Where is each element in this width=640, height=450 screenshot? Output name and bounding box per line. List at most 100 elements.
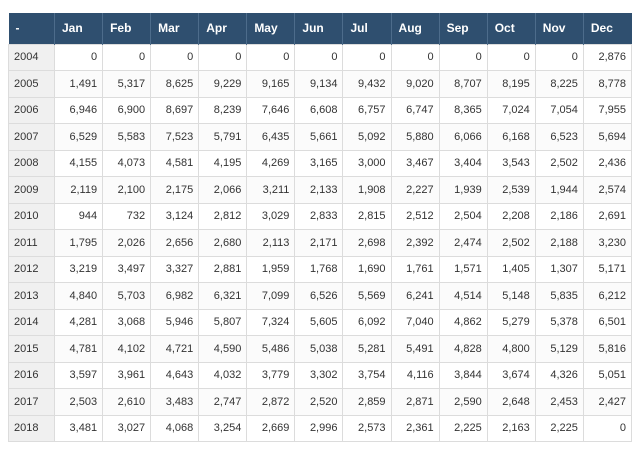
table-cell: 2,669 bbox=[246, 414, 296, 442]
column-header-dec[interactable]: Dec bbox=[583, 13, 632, 44]
table-cell: 3,404 bbox=[438, 149, 488, 177]
table-cell: 5,092 bbox=[342, 123, 392, 151]
table-cell: 7,099 bbox=[246, 282, 296, 310]
table-cell: 7,324 bbox=[246, 308, 296, 336]
row-year-cell: 2017 bbox=[8, 388, 55, 416]
row-year-cell: 2008 bbox=[8, 149, 55, 177]
column-header-jun[interactable]: Jun bbox=[294, 13, 344, 44]
table-cell: 0 bbox=[53, 43, 104, 71]
column-header-jan[interactable]: Jan bbox=[54, 13, 104, 44]
table-cell: 0 bbox=[102, 43, 152, 71]
table-cell: 3,230 bbox=[582, 229, 633, 257]
table-cell: 5,816 bbox=[582, 335, 633, 363]
table-cell: 5,038 bbox=[294, 335, 344, 363]
column-header-sep[interactable]: Sep bbox=[439, 13, 488, 44]
table-cell: 1,405 bbox=[486, 255, 536, 283]
header-row: - Jan Feb Mar Apr May Jun Jul Aug Sep Oct Nov Dec bbox=[8, 13, 632, 44]
table-cell: 1,908 bbox=[342, 176, 392, 204]
table-cell: 1,944 bbox=[534, 176, 584, 204]
column-header-aug[interactable]: Aug bbox=[391, 13, 440, 44]
table-cell: 2,996 bbox=[294, 414, 344, 442]
table-cell: 1,690 bbox=[342, 255, 392, 283]
table-cell: 0 bbox=[198, 43, 248, 71]
table-cell: 6,946 bbox=[53, 96, 104, 124]
column-header-year[interactable]: - bbox=[8, 13, 55, 44]
table-cell: 3,327 bbox=[150, 255, 200, 283]
column-header-mar[interactable]: Mar bbox=[150, 13, 200, 44]
table-cell: 7,040 bbox=[390, 308, 440, 336]
table-cell: 2,859 bbox=[342, 388, 392, 416]
table-cell: 4,155 bbox=[53, 149, 104, 177]
table-cell: 3,481 bbox=[53, 414, 104, 442]
table-row: 2009 2,119 2,100 2,175 2,066 3,211 2,133 1,908 2… bbox=[8, 176, 633, 204]
table-cell: 5,129 bbox=[534, 335, 584, 363]
table-cell: 0 bbox=[150, 43, 200, 71]
table-cell: 2,504 bbox=[438, 202, 488, 230]
table-cell: 2,503 bbox=[53, 388, 104, 416]
table-cell: 4,032 bbox=[198, 361, 248, 389]
table-cell: 0 bbox=[486, 43, 536, 71]
row-year-cell: 2009 bbox=[8, 176, 55, 204]
table-cell: 6,757 bbox=[342, 96, 392, 124]
table-cell: 1,307 bbox=[534, 255, 584, 283]
table-cell: 2,225 bbox=[438, 414, 488, 442]
table-cell: 2,573 bbox=[342, 414, 392, 442]
table-cell: 4,721 bbox=[150, 335, 200, 363]
table-cell: 2,186 bbox=[534, 202, 584, 230]
table-cell: 944 bbox=[53, 202, 104, 230]
row-year-cell: 2004 bbox=[8, 43, 55, 71]
table-cell: 2,656 bbox=[150, 229, 200, 257]
table-cell: 5,946 bbox=[150, 308, 200, 336]
table-cell: 7,054 bbox=[534, 96, 584, 124]
table-cell: 5,583 bbox=[102, 123, 152, 151]
table-cell: 3,597 bbox=[53, 361, 104, 389]
table-cell: 4,326 bbox=[534, 361, 584, 389]
table-cell: 3,254 bbox=[198, 414, 248, 442]
table-cell: 8,778 bbox=[582, 70, 633, 98]
row-year-cell: 2005 bbox=[8, 70, 55, 98]
table-cell: 2,188 bbox=[534, 229, 584, 257]
table-cell: 2,225 bbox=[534, 414, 584, 442]
table-cell: 1,959 bbox=[246, 255, 296, 283]
table-cell: 2,175 bbox=[150, 176, 200, 204]
table-cell: 8,239 bbox=[198, 96, 248, 124]
table-row: 2010 944 732 3,124 2,812 3,029 2,833 2,815 2,512… bbox=[8, 202, 633, 230]
table-cell: 4,514 bbox=[438, 282, 488, 310]
table-cell: 2,392 bbox=[390, 229, 440, 257]
table-cell: 3,961 bbox=[102, 361, 152, 389]
table-cell: 3,467 bbox=[390, 149, 440, 177]
table-cell: 3,165 bbox=[294, 149, 344, 177]
table-cell: 0 bbox=[246, 43, 296, 71]
table-cell: 6,747 bbox=[390, 96, 440, 124]
table-cell: 0 bbox=[342, 43, 392, 71]
table-row: 2007 6,529 5,583 7,523 5,791 6,435 5,661 5,092 5… bbox=[8, 123, 633, 151]
table-cell: 6,168 bbox=[486, 123, 536, 151]
column-header-may[interactable]: May bbox=[246, 13, 296, 44]
table-cell: 8,625 bbox=[150, 70, 200, 98]
table-cell: 9,229 bbox=[198, 70, 248, 98]
monthly-data-table: - Jan Feb Mar Apr May Jun Jul Aug Sep Oct Nov Dec 20… bbox=[8, 13, 633, 442]
column-header-feb[interactable]: Feb bbox=[102, 13, 152, 44]
table-cell: 2,680 bbox=[198, 229, 248, 257]
column-header-oct[interactable]: Oct bbox=[487, 13, 536, 44]
table-header: - Jan Feb Mar Apr May Jun Jul Aug Sep Oct Nov Dec bbox=[8, 13, 632, 44]
table-cell: 3,543 bbox=[486, 149, 536, 177]
table-cell: 0 bbox=[390, 43, 440, 71]
table-cell: 6,435 bbox=[246, 123, 296, 151]
table-cell: 3,302 bbox=[294, 361, 344, 389]
table-cell: 1,491 bbox=[53, 70, 104, 98]
table-cell: 5,703 bbox=[102, 282, 152, 310]
table-cell: 2,436 bbox=[582, 149, 633, 177]
table-cell: 3,483 bbox=[150, 388, 200, 416]
column-header-nov[interactable]: Nov bbox=[535, 13, 584, 44]
table-cell: 2,119 bbox=[53, 176, 104, 204]
table-row: 2008 4,155 4,073 4,581 4,195 4,269 3,165 3,000 3… bbox=[8, 149, 633, 177]
table-cell: 2,066 bbox=[198, 176, 248, 204]
column-header-jul[interactable]: Jul bbox=[342, 13, 392, 44]
column-header-apr[interactable]: Apr bbox=[198, 13, 248, 44]
table-cell: 5,279 bbox=[486, 308, 536, 336]
table-cell: 6,529 bbox=[53, 123, 104, 151]
table-cell: 1,761 bbox=[390, 255, 440, 283]
table-cell: 6,523 bbox=[534, 123, 584, 151]
row-year-cell: 2006 bbox=[8, 96, 55, 124]
